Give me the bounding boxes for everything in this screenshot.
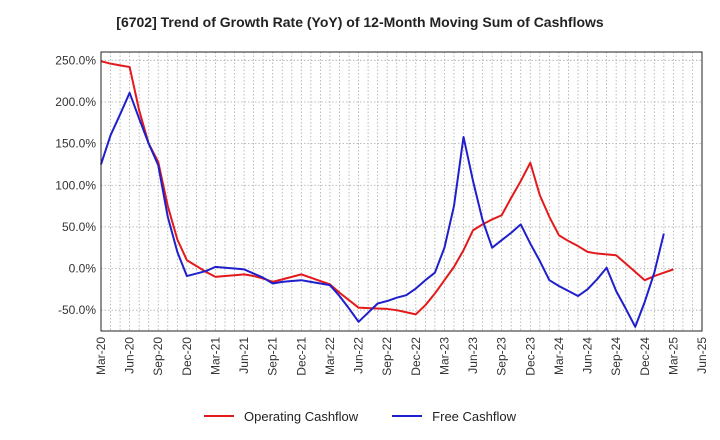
x-tick-label: Sep-22	[380, 337, 394, 376]
y-tick-label: 0.0%	[69, 262, 97, 276]
x-tick-label: Sep-21	[266, 337, 280, 376]
x-tick-label: Mar-20	[94, 337, 108, 375]
y-tick-label: 50.0%	[62, 220, 96, 234]
y-tick-label: 100.0%	[55, 178, 96, 192]
x-tick-label: Jun-24	[581, 337, 595, 374]
x-tick-label: Mar-24	[552, 337, 566, 375]
y-tick-label: -50.0%	[58, 303, 96, 317]
grid-layer	[101, 52, 702, 331]
legend-swatch-free-cashflow	[392, 415, 423, 417]
x-tick-label: Mar-21	[208, 337, 222, 375]
x-tick-label: Sep-23	[495, 337, 509, 376]
y-tick-label: 150.0%	[55, 137, 96, 151]
y-axis-ticks: 250.0% 200.0% 150.0% 100.0% 50.0% 0.0% -50.0%	[55, 53, 96, 317]
legend-swatch-operating-cashflow	[204, 415, 234, 417]
x-tick-label: Dec-20	[180, 337, 194, 376]
x-tick-label: Jun-20	[123, 337, 137, 374]
x-tick-label: Jun-23	[466, 337, 480, 374]
plot-frame	[100, 51, 703, 332]
series-line-free-cashflow	[100, 91, 665, 328]
legend-label-operating-cashflow: Operating Cashflow	[244, 408, 359, 424]
legend-item-operating-cashflow: Operating Cashflow	[204, 409, 358, 424]
x-tick-label: Jun-21	[237, 337, 251, 374]
x-tick-label: Mar-25	[666, 337, 680, 375]
y-tick-label: 250.0%	[55, 53, 96, 67]
x-tick-label: Dec-21	[294, 337, 308, 376]
chart-title: [6702] Trend of Growth Rate (YoY) of 12-…	[116, 14, 604, 30]
x-tick-label: Sep-24	[609, 337, 623, 376]
x-axis-ticks: Mar-20 Jun-20 Sep-20 Dec-20 Mar-21 Jun-21 Sep-…	[94, 337, 709, 376]
x-tick-label: Dec-22	[409, 337, 423, 376]
legend-label-free-cashflow: Free Cashflow	[432, 408, 516, 424]
x-tick-label: Jun-25	[695, 337, 709, 374]
x-tick-label: Mar-23	[437, 337, 451, 375]
x-tick-label: Jun-22	[352, 337, 366, 374]
x-tick-label: Dec-23	[523, 337, 537, 376]
legend-item-free-cashflow: Free Cashflow	[392, 409, 516, 424]
x-tick-label: Dec-24	[638, 337, 652, 376]
x-tick-label: Mar-22	[323, 337, 337, 375]
y-tick-label: 200.0%	[55, 95, 96, 109]
series-layer	[100, 60, 674, 328]
x-tick-label: Sep-20	[151, 337, 165, 376]
series-line-operating-cashflow	[100, 60, 674, 316]
legend: Operating Cashflow Free Cashflow	[0, 404, 720, 428]
